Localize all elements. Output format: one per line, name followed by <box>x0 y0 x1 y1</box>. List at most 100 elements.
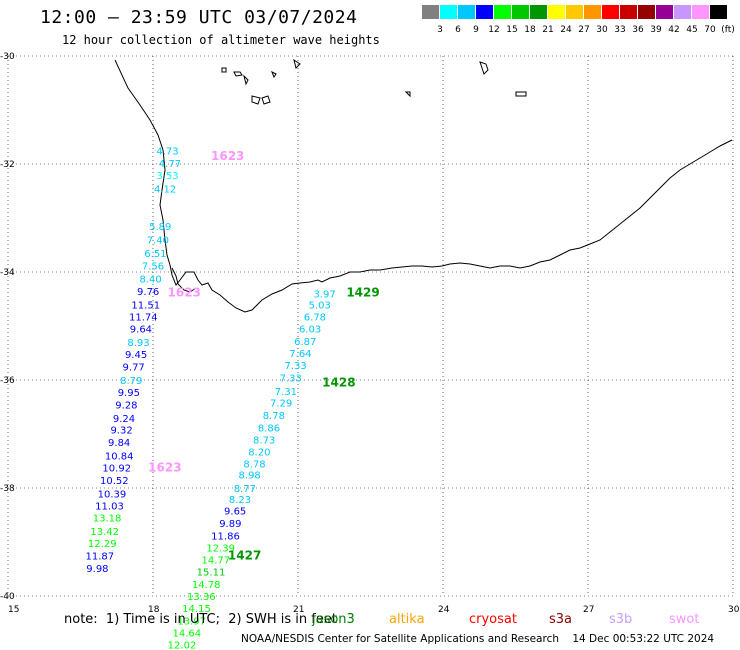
wave-height-value: 13.36 <box>187 592 216 603</box>
wave-height-value: 12.29 <box>88 539 117 550</box>
wave-height-value: 13.42 <box>90 527 119 538</box>
legend-label: 36 <box>632 25 644 35</box>
legend-swatch <box>656 5 673 19</box>
wave-height-value: 9.98 <box>86 564 108 575</box>
legend-label: 45 <box>686 25 698 35</box>
x-tick-label: 24 <box>438 605 450 615</box>
credit-line: NOAA/NESDIS Center for Satellite Applica… <box>241 633 715 645</box>
wave-height-value: 7.40 <box>147 236 169 247</box>
legend-label: 27 <box>578 25 590 35</box>
legend-label: 30 <box>596 25 608 35</box>
satellite-name-s3b: s3b <box>609 612 633 627</box>
satellite-name-jason3: jason3 <box>312 612 355 627</box>
legend-label: 21 <box>542 25 554 35</box>
wave-height-value: 5.89 <box>149 222 171 233</box>
x-tick-label: 18 <box>148 605 160 615</box>
legend-swatch <box>602 5 619 19</box>
legend-label: 18 <box>524 25 536 35</box>
legend-label: 3 <box>437 25 443 35</box>
satellite-name-altika: altika <box>389 612 425 627</box>
cape-peninsula <box>171 267 197 293</box>
wave-height-value: 9.84 <box>108 438 130 449</box>
wave-height-value: 7.29 <box>270 399 292 410</box>
wave-height-value: 13.97 <box>177 616 206 627</box>
wave-height-value: 11.03 <box>95 501 124 512</box>
pass-time-label: 1623 <box>148 460 181 474</box>
legend-swatch <box>530 5 547 19</box>
wave-height-value: 6.03 <box>299 325 321 336</box>
footnote: note: 1) Time is in UTC; 2) SWH is in fe… <box>64 612 337 627</box>
wave-height-value: 9.77 <box>123 363 145 374</box>
y-tick-label: -38 <box>0 484 15 494</box>
wave-height-value: 14.78 <box>192 580 221 591</box>
wave-height-value: 4.77 <box>159 159 181 170</box>
legend-swatch <box>584 5 601 19</box>
wave-height-value: 10.84 <box>105 452 134 463</box>
x-tick-label: 27 <box>583 605 594 615</box>
wave-height-value: 8.78 <box>263 411 285 422</box>
wave-height-value: 8.23 <box>229 495 251 506</box>
pass-time-label: 1623 <box>211 149 244 163</box>
wave-height-value: 9.28 <box>115 400 137 411</box>
wave-height-value: 11.87 <box>86 552 115 563</box>
legend-swatch <box>674 5 691 19</box>
legend-swatch <box>494 5 511 19</box>
legend-swatch <box>476 5 493 19</box>
satellite-name-s3a: s3a <box>549 612 573 627</box>
wave-height-value: 12.02 <box>168 641 197 650</box>
legend-swatch <box>710 5 727 19</box>
wave-height-value: 11.74 <box>129 312 158 323</box>
wave-height-value: 12.39 <box>206 543 235 554</box>
wave-height-value: 4.73 <box>156 147 178 158</box>
y-tick-label: -36 <box>0 376 15 386</box>
legend-label: 39 <box>650 25 662 35</box>
legend-swatch <box>440 5 457 19</box>
legend-swatch <box>692 5 709 19</box>
wave-height-value: 8.98 <box>239 471 261 482</box>
legend-label: 15 <box>506 25 518 35</box>
satellite-name-cryosat: cryosat <box>469 612 517 627</box>
wave-height-value: 13.18 <box>93 514 122 525</box>
wave-height-value: 15.11 <box>197 568 226 579</box>
wave-height-value: 3.53 <box>156 171 178 182</box>
wave-height-values: 4.734.773.53 4.12 5.89 7.40 6.51 7.568.40 9.76… <box>86 147 336 650</box>
wave-height-value: 3.97 <box>313 290 335 301</box>
legend-swatch <box>566 5 583 19</box>
wave-height-value: 7.64 <box>289 349 311 360</box>
wave-height-value: 8.86 <box>258 424 280 435</box>
legend-label: 9 <box>473 25 479 35</box>
legend-label: 33 <box>614 25 626 35</box>
legend-swatch <box>512 5 529 19</box>
wave-height-value: 14.77 <box>202 555 231 566</box>
islands <box>221 58 527 105</box>
x-tick-label: 15 <box>8 605 19 615</box>
legend-swatch <box>548 5 565 19</box>
wave-height-value: 14.64 <box>173 629 202 640</box>
wave-height-value: 11.86 <box>211 532 240 543</box>
legend-label: 70 <box>704 25 716 35</box>
wave-height-value: 9.65 <box>224 507 246 518</box>
legend-swatch <box>620 5 637 19</box>
coastline <box>114 58 733 313</box>
lat-lon-grid <box>7 55 734 597</box>
satellite-name-swot: swot <box>669 612 700 627</box>
wave-height-value: 5.03 <box>309 300 331 311</box>
wave-height-value: 7.33 <box>284 361 306 372</box>
page-title: 12:00 — 23:59 UTC 03/07/2024 <box>40 7 358 28</box>
legend-label: 42 <box>668 25 680 35</box>
wave-height-value: 7.33 <box>280 373 302 384</box>
axis-ticks: 15 18 21 24 27 30 -30 -32 -34 -36 -38 -40 <box>0 52 740 615</box>
legend-swatch <box>422 5 439 19</box>
legend-label: 12 <box>488 25 500 35</box>
wave-height-value: 10.39 <box>98 489 127 500</box>
wave-height-value: 10.52 <box>100 476 129 487</box>
x-tick-label: 21 <box>293 605 304 615</box>
wave-height-value: 6.78 <box>304 312 326 323</box>
legend-label: (ft) <box>721 25 735 35</box>
wave-height-value: 4.12 <box>154 184 176 195</box>
legend-label: 24 <box>560 25 572 35</box>
y-tick-label: -40 <box>0 592 15 602</box>
wave-height-value: 8.78 <box>243 460 265 471</box>
wave-height-value: 8.20 <box>248 447 270 458</box>
